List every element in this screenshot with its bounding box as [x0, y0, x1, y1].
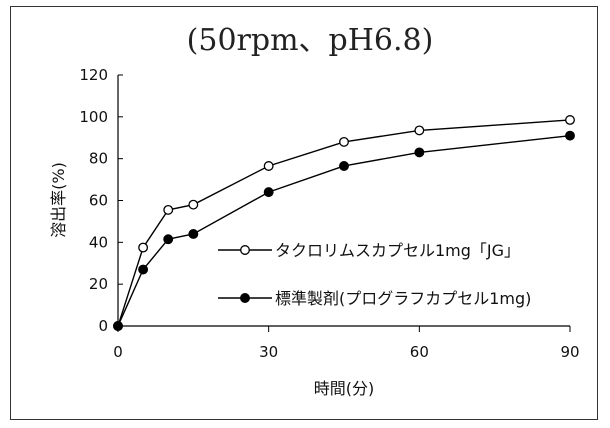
- legend-label: 標準製剤(プログラフカプセル1mg): [275, 289, 531, 308]
- data-point: [414, 147, 425, 158]
- data-point: [263, 161, 274, 171]
- data-point: [188, 229, 199, 239]
- x-axis-label: 時間(分): [314, 379, 375, 398]
- data-point: [339, 136, 349, 147]
- legend-item-2: 標準製剤(プログラフカプセル1mg): [218, 289, 531, 308]
- x-tick-label: 90: [560, 343, 579, 361]
- data-point: [163, 204, 174, 215]
- data-point: [113, 321, 123, 331]
- y-tick-label: 40: [89, 233, 108, 251]
- chart-frame: [10, 6, 598, 420]
- data-point: [138, 242, 149, 253]
- tick-labels: 0 20 40 60 80 100 120 0 30 60 90: [79, 66, 579, 361]
- data-point: [263, 187, 274, 198]
- chart-title: (50rpm、pH6.8): [187, 23, 434, 58]
- y-tick-label: 100: [79, 108, 108, 126]
- data-point: [414, 125, 425, 136]
- y-tick-label: 0: [98, 317, 108, 335]
- series-1: [113, 115, 575, 331]
- data-point: [188, 199, 199, 210]
- legend-label: タクロリムスカプセル1mg「JG」: [275, 241, 520, 260]
- data-point: [339, 161, 349, 171]
- legend-marker: [240, 293, 250, 303]
- x-tick-label: 60: [410, 343, 429, 361]
- y-tick-label: 120: [79, 66, 108, 84]
- data-point: [163, 234, 174, 245]
- x-tick-label: 30: [259, 343, 278, 361]
- series-2: [113, 130, 575, 331]
- series-line: [117, 134, 571, 327]
- y-axis-label: 溶出率(%): [49, 162, 68, 238]
- data-point: [138, 264, 149, 275]
- y-tick-label: 80: [89, 150, 108, 168]
- series-line: [117, 119, 571, 327]
- data-point: [565, 130, 575, 141]
- legend-item-1: タクロリムスカプセル1mg「JG」: [218, 241, 520, 260]
- legend-marker: [240, 245, 250, 255]
- y-tick-label: 60: [89, 192, 108, 210]
- y-tick-label: 20: [89, 275, 108, 293]
- legend: タクロリムスカプセル1mg「JG」標準製剤(プログラフカプセル1mg): [218, 241, 531, 308]
- x-tick-label: 0: [113, 343, 123, 361]
- data-point: [565, 115, 575, 125]
- series-layer: [113, 115, 575, 331]
